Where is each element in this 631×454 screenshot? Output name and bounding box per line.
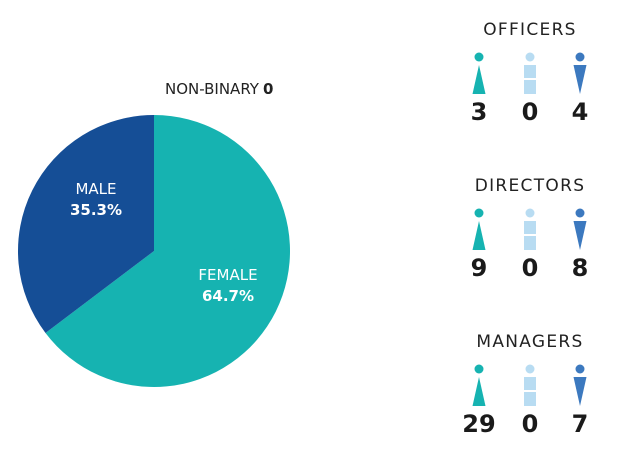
officers-counts: 3 0 4	[455, 98, 605, 126]
non-binary-count: 0	[521, 98, 539, 126]
officers-title: OFFICERS	[483, 20, 577, 40]
non-binary-label-text: NON-BINARY	[165, 80, 259, 98]
female-person-icon	[472, 52, 486, 94]
female-count: 29	[462, 410, 496, 438]
non-binary-person-icon	[524, 364, 536, 406]
male-person-icon	[573, 364, 587, 406]
male-count: 4	[571, 98, 589, 126]
female-slice-name: FEMALE	[198, 266, 258, 284]
female-person-icon	[472, 208, 486, 250]
female-slice-label: FEMALE 64.7%	[184, 265, 272, 307]
male-person-icon	[573, 208, 587, 250]
female-slice-percent: 64.7%	[201, 287, 255, 305]
officers-icons	[455, 52, 605, 96]
female-count: 9	[470, 254, 488, 282]
male-person-icon	[573, 52, 587, 94]
female-person-icon	[472, 364, 486, 406]
female-slice	[45, 115, 291, 387]
non-binary-person-icon	[524, 52, 536, 94]
managers-icons	[455, 364, 605, 408]
directors-title: DIRECTORS	[474, 176, 586, 196]
male-slice-name: MALE	[75, 180, 117, 198]
female-count: 3	[470, 98, 488, 126]
directors-counts: 9 0 8	[455, 254, 605, 282]
non-binary-person-icon	[524, 208, 536, 250]
male-slice	[17, 115, 154, 333]
male-slice-percent: 35.3%	[69, 201, 123, 219]
directors-icons	[455, 208, 605, 252]
non-binary-value: 0	[262, 80, 274, 98]
managers-counts: 29 0 7	[455, 410, 605, 438]
non-binary-count: 0	[521, 410, 539, 438]
non-binary-count: 0	[521, 254, 539, 282]
male-count: 8	[571, 254, 589, 282]
managers-title: MANAGERS	[476, 332, 584, 352]
non-binary-label: NON-BINARY 0	[165, 80, 273, 98]
pie-chart	[17, 115, 291, 387]
male-count: 7	[571, 410, 589, 438]
male-slice-label: MALE 35.3%	[58, 179, 134, 221]
